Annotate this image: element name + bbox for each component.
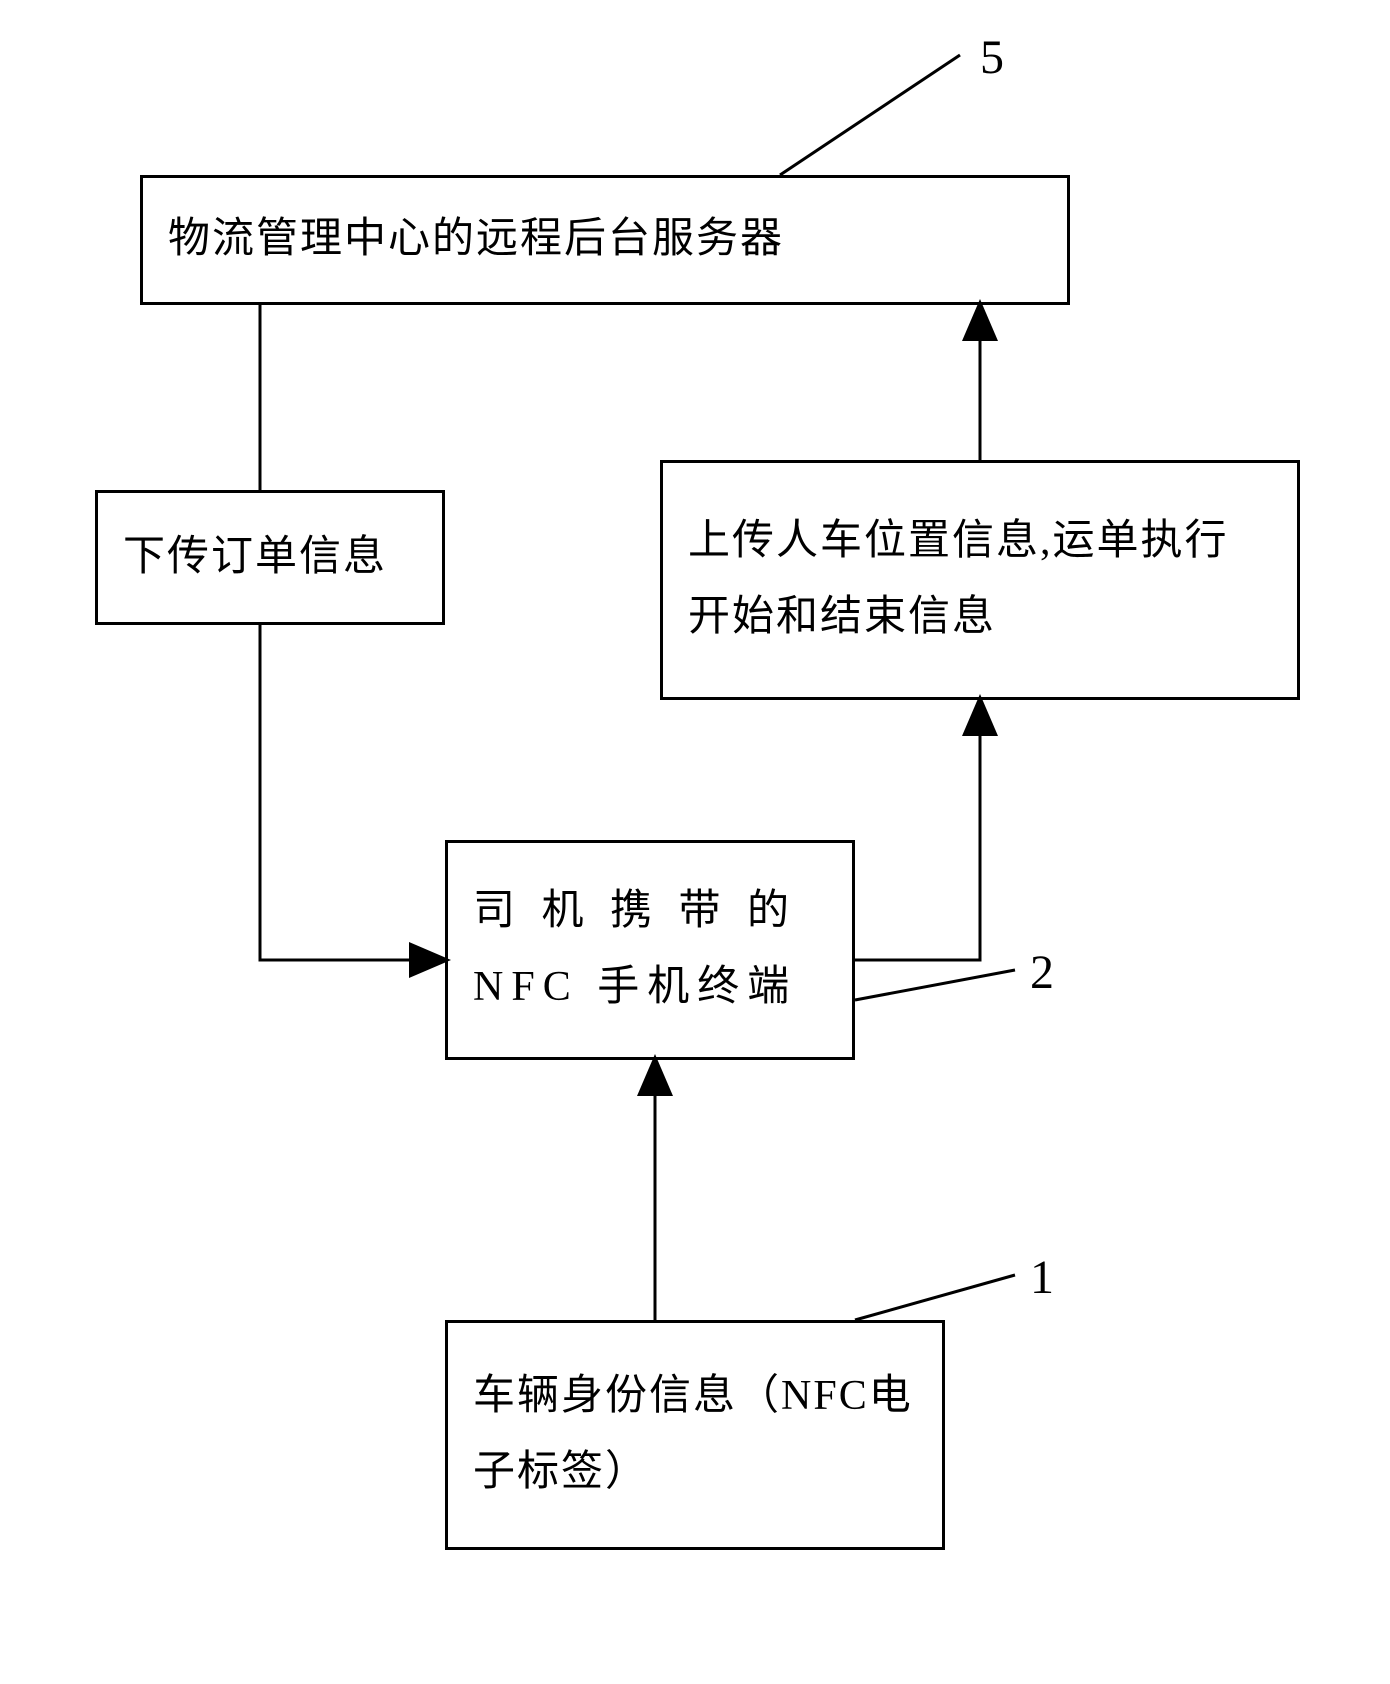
leader-5 <box>780 55 960 175</box>
leader-2 <box>855 970 1015 1000</box>
edge-terminal-upload <box>855 700 980 960</box>
diagram-connectors <box>0 0 1390 1684</box>
leader-1 <box>855 1275 1015 1320</box>
edge-download-terminal <box>260 625 445 960</box>
